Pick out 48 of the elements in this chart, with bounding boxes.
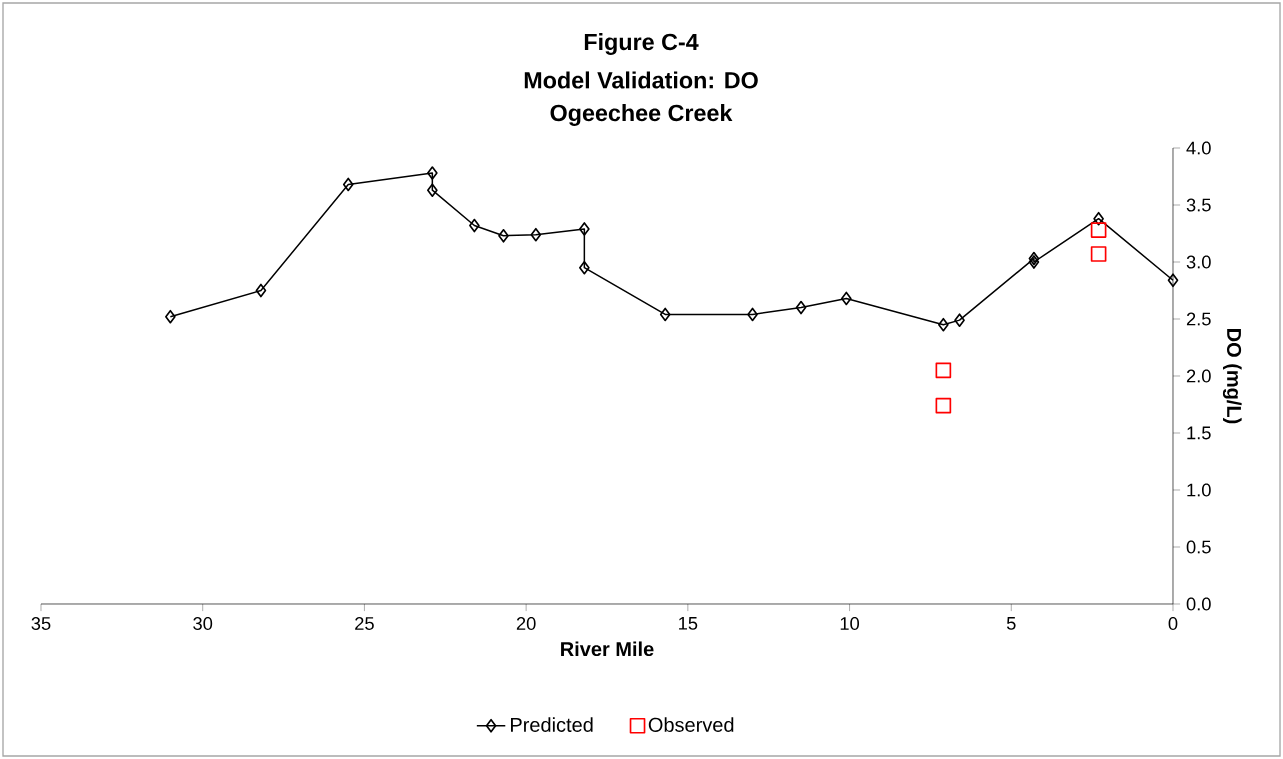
point xyxy=(1028,251,1040,266)
y-tick-label: 1.5 xyxy=(1187,426,1211,440)
point xyxy=(659,307,671,322)
text: Figure C-4 xyxy=(584,33,699,55)
x-tick-label: 10 xyxy=(840,617,860,630)
point xyxy=(1090,246,1107,262)
point xyxy=(579,260,590,275)
point xyxy=(427,166,438,180)
y-tick-label: 1.0 xyxy=(1187,483,1211,497)
point xyxy=(579,222,590,236)
chart-title: Model Validation: DO xyxy=(524,71,758,89)
point xyxy=(954,313,965,327)
point xyxy=(795,300,807,315)
point xyxy=(1090,222,1107,238)
point xyxy=(498,228,509,243)
point xyxy=(165,309,176,324)
y-tick-label: 0.0 xyxy=(1186,597,1211,611)
y-tick-label: 4.0 xyxy=(1186,141,1211,155)
y-tick-label: 3.5 xyxy=(1186,198,1211,212)
chart-subtitle: Ogeechee Creek xyxy=(550,104,733,126)
point xyxy=(1167,273,1179,288)
point xyxy=(1093,211,1104,226)
point xyxy=(255,283,267,298)
x-axis-title: River Mile xyxy=(561,641,654,657)
y-tick-label: 0.5 xyxy=(1186,540,1211,554)
x-tick-label: 5 xyxy=(1006,617,1016,630)
point xyxy=(935,397,952,414)
x-tick-label: 35 xyxy=(31,617,51,630)
y-tick-label: 2.5 xyxy=(1186,312,1211,326)
point xyxy=(938,317,949,332)
x-tick-label: 15 xyxy=(679,617,698,630)
y-axis-title: DO (mg/L) xyxy=(1222,329,1242,424)
point xyxy=(935,362,952,379)
point xyxy=(1028,255,1040,269)
point xyxy=(342,177,354,192)
y-tick-label: 3.0 xyxy=(1186,255,1211,269)
point xyxy=(469,218,480,233)
point xyxy=(747,307,758,322)
legend-label: Predicted xyxy=(511,717,593,732)
x-tick-label: 0 xyxy=(1168,617,1178,630)
point xyxy=(840,291,852,306)
y-tick-label: 2.0 xyxy=(1186,369,1211,383)
x-tick-label: 30 xyxy=(193,617,213,630)
x-tick-label: 20 xyxy=(516,617,536,630)
x-tick-label: 25 xyxy=(355,617,374,630)
legend-label: Observed xyxy=(648,717,734,732)
point xyxy=(427,183,438,198)
point xyxy=(530,227,542,242)
